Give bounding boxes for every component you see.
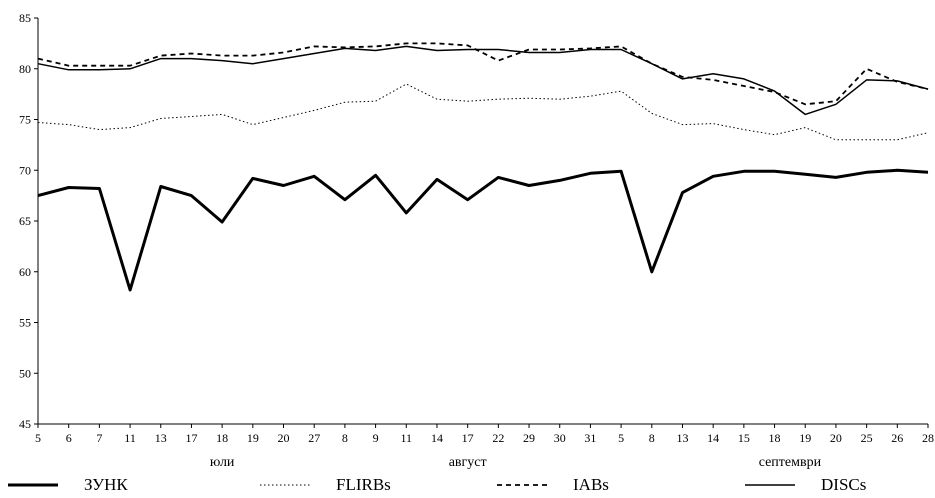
legend: ЗУНК FLIRBs IABs DISCs — [8, 475, 866, 494]
x-tick-label: 25 — [861, 431, 873, 445]
x-tick-label: 8 — [649, 431, 655, 445]
legend-label-3: IABs — [573, 475, 609, 494]
y-tick-label: 50 — [19, 366, 31, 380]
y-tick-label: 55 — [19, 316, 31, 330]
x-tick-label: 20 — [830, 431, 842, 445]
series-line-4 — [37, 45, 929, 116]
y-tick-label: 70 — [19, 163, 31, 177]
x-tick-label: 11 — [400, 431, 412, 445]
month-group-label: септември — [759, 455, 822, 470]
x-tick-label: 27 — [308, 431, 320, 445]
x-tick-label: 17 — [185, 431, 197, 445]
legend-label-1: ЗУНК — [84, 475, 128, 494]
y-tick-label: 80 — [19, 62, 31, 76]
month-group-label: август — [449, 455, 487, 470]
x-tick-label: 11 — [124, 431, 136, 445]
x-tick-label: 22 — [492, 431, 504, 445]
x-tick-label: 30 — [554, 431, 566, 445]
month-group-label: юли — [210, 455, 235, 470]
x-tick-label: 8 — [342, 431, 348, 445]
legend-label-4: DISCs — [821, 475, 866, 494]
x-tick-label: 19 — [799, 431, 811, 445]
y-tick-label: 65 — [19, 214, 31, 228]
x-tick-label: 17 — [462, 431, 474, 445]
x-tick-label: 9 — [373, 431, 379, 445]
y-tick-label: 85 — [19, 11, 31, 25]
x-tick-label: 5 — [618, 431, 624, 445]
y-tick-label: 75 — [19, 113, 31, 127]
series-line-1 — [37, 168, 929, 292]
series-line-3 — [37, 42, 929, 106]
axes — [37, 18, 928, 425]
x-tick-label: 7 — [96, 431, 102, 445]
y-tick-label: 45 — [19, 417, 31, 431]
y-tick-label: 60 — [19, 265, 31, 279]
x-tick-label: 28 — [922, 431, 934, 445]
x-tick-label: 13 — [676, 431, 688, 445]
x-tick-label: 26 — [891, 431, 903, 445]
x-tick-label: 15 — [738, 431, 750, 445]
x-tick-label: 20 — [278, 431, 290, 445]
series-line-2 — [37, 83, 929, 141]
x-tick-label: 14 — [707, 431, 719, 445]
x-tick-label: 19 — [247, 431, 259, 445]
x-tick-label: 13 — [155, 431, 167, 445]
x-axis-ticks: 5 6 7 11 13 17 18 19 20 27 8 9 11 14 17 22 29 30 31 5 8 13 14 1… — [35, 424, 934, 445]
x-tick-label: 31 — [584, 431, 596, 445]
legend-label-2: FLIRBs — [336, 475, 391, 494]
x-tick-label: 29 — [523, 431, 535, 445]
series-lines — [37, 42, 929, 292]
x-tick-label: 18 — [216, 431, 228, 445]
x-tick-label: 14 — [431, 431, 443, 445]
x-tick-label: 18 — [769, 431, 781, 445]
y-axis-ticks: 45 50 55 60 65 70 75 80 85 — [19, 11, 38, 431]
x-tick-label: 5 — [35, 431, 41, 445]
month-group-labels: юли август септември — [210, 455, 822, 470]
x-tick-label: 6 — [66, 431, 72, 445]
